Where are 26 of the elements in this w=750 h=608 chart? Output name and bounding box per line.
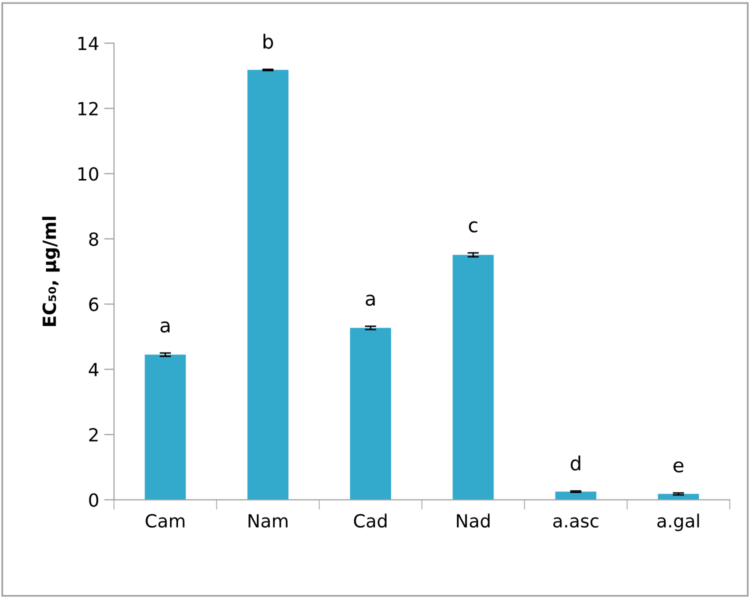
x-tick-label: a.gal: [657, 514, 699, 532]
y-tick-label: 12: [78, 102, 98, 116]
bar: [144, 354, 186, 500]
annotation: c: [468, 221, 478, 232]
x-tick-label: a.asc: [553, 517, 598, 528]
bar: [350, 328, 392, 500]
annotation: d: [570, 455, 580, 471]
x-tick-label: Cam: [146, 514, 184, 528]
x-tick-label: Nam: [248, 514, 288, 528]
annotation: a: [366, 294, 375, 306]
annotation: e: [674, 461, 684, 472]
annotation: b: [264, 34, 274, 49]
x-tick-label: Nad: [456, 514, 490, 528]
y-tick-label: 6: [89, 298, 98, 312]
y-tick-label: 0: [89, 493, 98, 507]
y-tick-label: 4: [88, 363, 98, 376]
y-tick-label: 2: [89, 428, 98, 442]
y-tick-label: 14: [78, 36, 98, 50]
y-axis-title: EC₅₀, µg/ml: [42, 216, 60, 326]
bar: [247, 70, 288, 500]
y-tick-label: 8: [89, 232, 98, 246]
bar: [452, 254, 494, 500]
bar: [555, 492, 596, 500]
y-tick-label: 10: [78, 167, 98, 181]
annotation: a: [160, 321, 170, 333]
x-tick-label: Cad: [354, 514, 386, 528]
